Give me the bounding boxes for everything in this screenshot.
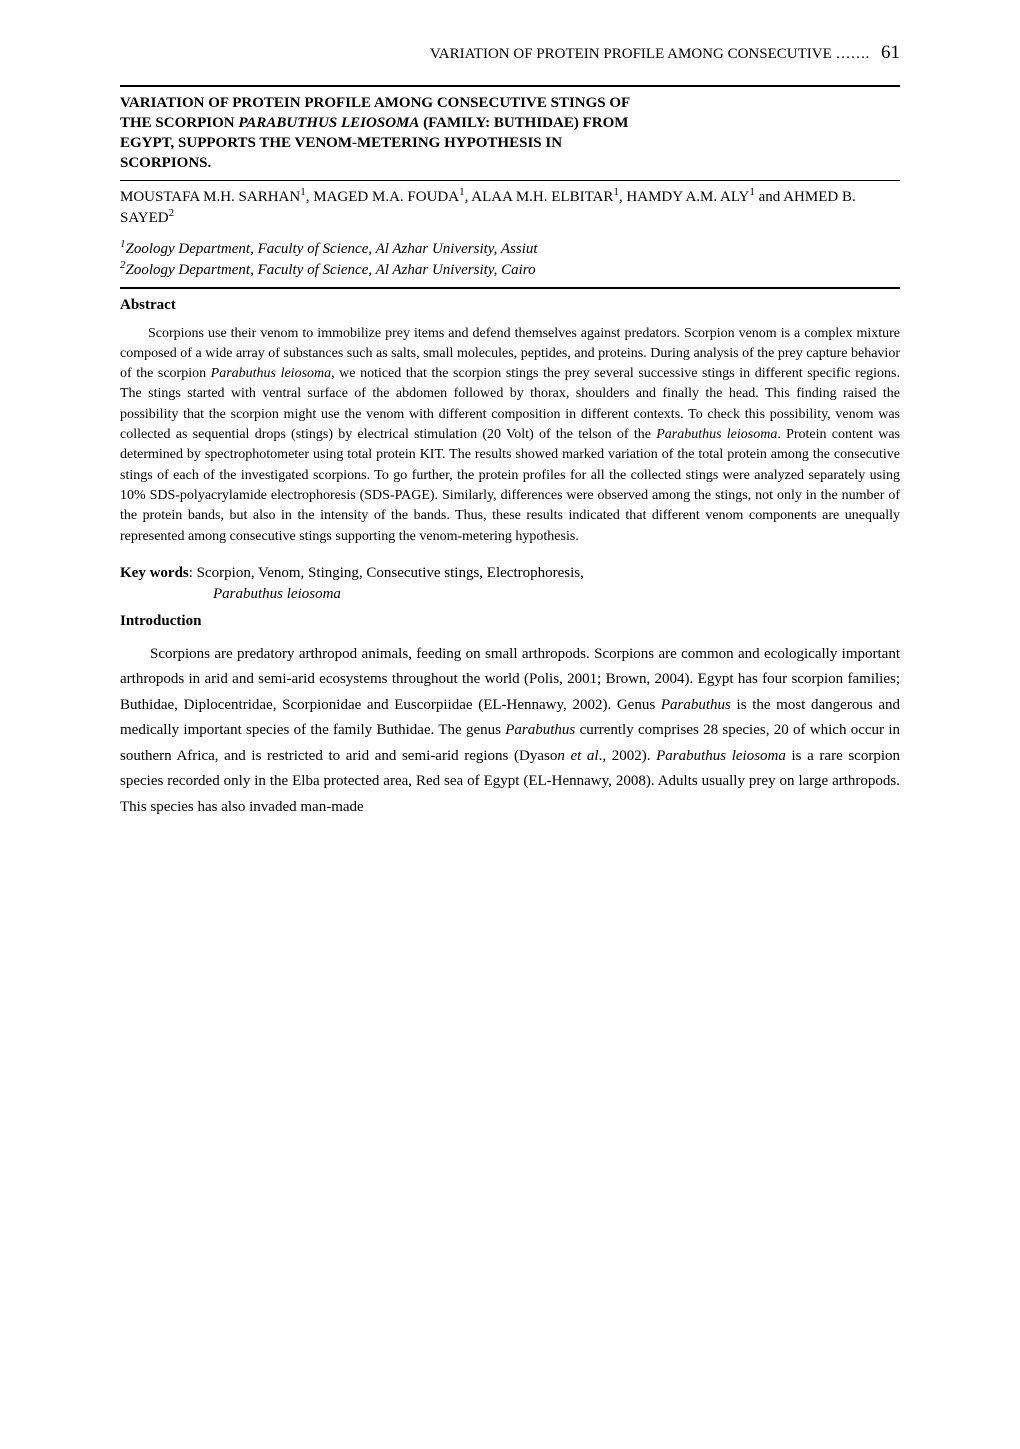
title-line-3: EGYPT, SUPPORTS THE VENOM-METERING HYPOT… — [120, 133, 900, 153]
abstract-heading: Abstract — [120, 295, 900, 316]
authors: MOUSTAFA M.H. SARHAN1, MAGED M.A. FOUDA1… — [120, 187, 900, 229]
author-4-sup: 1 — [749, 186, 755, 198]
author-3: ALAA M.H. ELBITAR — [471, 189, 613, 205]
keywords-label: Key words — [120, 565, 189, 581]
introduction-body: Scorpions are predatory arthropod animal… — [120, 642, 900, 821]
intro-genus-1: Parabuthus — [661, 697, 731, 713]
rule-top — [120, 85, 900, 87]
abstract-species-2: Parabuthus leiosoma — [656, 427, 777, 442]
affiliation-2: 2Zoology Department, Faculty of Science,… — [120, 260, 900, 281]
title-species: PARABUTHUS LEIOSOMA — [238, 115, 419, 131]
keywords: Key words: Scorpion, Venom, Stinging, Co… — [120, 563, 900, 605]
author-2-sup: 1 — [459, 186, 465, 198]
author-3-sup: 1 — [613, 186, 619, 198]
rule-after-affil — [120, 287, 900, 289]
intro-etal: n et al — [557, 748, 598, 764]
author-4: HAMDY A.M. ALY — [626, 189, 749, 205]
affiliation-1: 1Zoology Department, Faculty of Science,… — [120, 239, 900, 260]
rule-after-title — [120, 180, 900, 181]
running-head: VARIATION OF PROTEIN PROFILE AMONG CONSE… — [120, 40, 900, 67]
affiliations: 1Zoology Department, Faculty of Science,… — [120, 239, 900, 281]
introduction-heading: Introduction — [120, 611, 900, 632]
running-head-text: VARIATION OF PROTEIN PROFILE AMONG CONSE… — [430, 46, 869, 62]
abstract-body: Scorpions use their venom to immobilize … — [120, 324, 900, 547]
intro-genus-2: Parabuthus — [505, 722, 575, 738]
intro-species: Parabuthus leiosoma — [656, 748, 786, 764]
author-1: MOUSTAFA M.H. SARHAN — [120, 189, 300, 205]
title-line-2: THE SCORPION PARABUTHUS LEIOSOMA (FAMILY… — [120, 113, 900, 133]
keywords-species: Parabuthus leiosoma — [213, 584, 900, 605]
author-5-sup: 2 — [169, 207, 175, 219]
abstract-species-1: Parabuthus leiosoma — [211, 366, 331, 381]
page-number: 61 — [881, 42, 900, 63]
author-1-sup: 1 — [300, 186, 306, 198]
paper-title: VARIATION OF PROTEIN PROFILE AMONG CONSE… — [120, 93, 900, 174]
title-line-1: VARIATION OF PROTEIN PROFILE AMONG CONSE… — [120, 93, 900, 113]
author-2: MAGED M.A. FOUDA — [313, 189, 459, 205]
title-line-4: SCORPIONS. — [120, 153, 900, 173]
